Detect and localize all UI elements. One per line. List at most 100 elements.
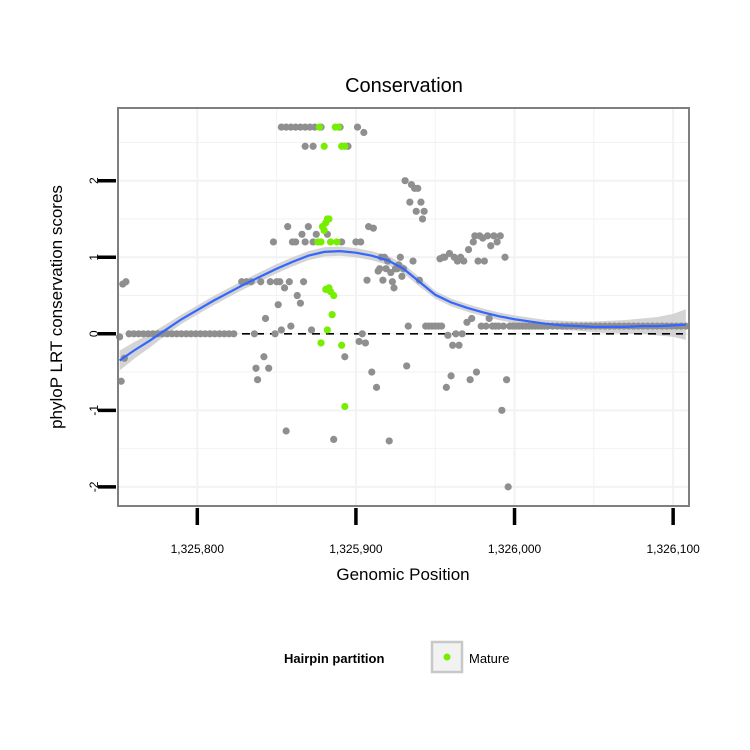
point-other <box>260 353 268 361</box>
point-other <box>487 242 495 250</box>
point-other <box>390 284 398 292</box>
point-other <box>449 341 457 349</box>
point-mature <box>325 215 333 223</box>
y-axis: -2 -1 0 1 2 <box>87 177 116 492</box>
x-axis: 1,325,800 1,325,900 1,326,000 1,326,100 <box>171 508 700 556</box>
point-other <box>301 142 309 150</box>
point-mature <box>326 238 335 246</box>
point-other <box>330 435 338 444</box>
x-axis-title: Genomic Position <box>336 565 469 584</box>
x-tick-label: 1,325,900 <box>329 542 383 556</box>
point-other <box>250 330 259 338</box>
point-mature <box>341 142 349 150</box>
point-other <box>480 257 488 265</box>
point-other <box>409 257 417 265</box>
point-other <box>504 483 512 491</box>
point-other <box>301 238 309 246</box>
point-other <box>312 230 320 238</box>
y-axis-title: phyloP LRT conservation scores <box>47 185 66 429</box>
point-other <box>485 314 493 323</box>
point-mature <box>338 341 346 349</box>
legend-label-mature: Mature <box>469 651 509 666</box>
point-other <box>299 278 308 286</box>
y-tick-label: -2 <box>87 481 101 492</box>
point-other <box>403 362 411 370</box>
point-other <box>230 330 238 338</box>
point-other <box>287 322 295 330</box>
point-other <box>253 376 262 384</box>
point-other <box>355 337 363 346</box>
point-other <box>398 272 406 280</box>
point-other <box>277 326 285 334</box>
point-other <box>474 257 482 265</box>
point-other <box>357 238 365 246</box>
point-other <box>501 253 509 261</box>
point-other <box>444 331 452 339</box>
chart-title: Conservation <box>345 75 463 97</box>
y-tick-label: -1 <box>87 405 101 416</box>
point-other <box>502 376 511 384</box>
point-other <box>261 314 270 323</box>
point-other <box>284 223 292 231</box>
point-other <box>360 128 368 137</box>
point-other <box>483 232 492 240</box>
x-tick-label: 1,325,800 <box>171 542 225 556</box>
legend: Hairpin partition Mature <box>284 640 509 674</box>
point-other <box>280 284 289 292</box>
y-tick-label: 2 <box>87 177 101 184</box>
point-other <box>293 291 301 300</box>
point-mature <box>317 339 325 347</box>
point-other <box>499 322 508 330</box>
y-tick-label: 0 <box>87 330 101 337</box>
point-other <box>496 232 504 240</box>
point-other <box>490 232 498 240</box>
point-other <box>269 238 278 246</box>
point-other <box>296 299 305 307</box>
point-other <box>117 377 125 385</box>
point-other <box>482 322 490 330</box>
point-other <box>406 198 414 206</box>
point-other <box>252 364 260 372</box>
confidence-ribbon <box>119 246 686 371</box>
point-other <box>412 207 420 215</box>
point-other <box>307 326 316 334</box>
point-other <box>285 278 293 286</box>
point-other <box>361 339 370 347</box>
point-other <box>363 276 371 284</box>
legend-title: Hairpin partition <box>284 651 384 666</box>
confidence-band <box>119 246 686 371</box>
point-other <box>271 330 279 338</box>
point-other <box>385 437 393 445</box>
point-other <box>464 245 473 254</box>
point-other <box>404 322 412 330</box>
point-other <box>466 376 474 384</box>
smooth-line <box>118 250 686 362</box>
point-other <box>460 257 468 265</box>
x-tick-label: 1,326,100 <box>646 542 700 556</box>
point-other <box>396 253 404 261</box>
point-other <box>437 322 446 330</box>
point-other <box>452 330 460 338</box>
point-other <box>309 142 317 150</box>
point-mature <box>330 291 338 300</box>
point-other <box>341 353 349 361</box>
point-other <box>368 368 376 376</box>
smooth-fit <box>118 250 686 362</box>
point-mature <box>341 402 349 411</box>
point-other <box>122 278 130 286</box>
point-mature <box>315 123 324 131</box>
point-mature <box>328 311 336 319</box>
point-other <box>292 238 300 246</box>
point-other <box>493 238 501 246</box>
point-other <box>414 184 422 192</box>
point-other <box>418 215 427 223</box>
point-mature <box>333 238 341 246</box>
point-other <box>455 341 463 349</box>
point-other <box>376 265 384 273</box>
point-other <box>372 383 381 391</box>
point-other <box>353 123 362 131</box>
point-other <box>469 238 477 246</box>
legend-mature-point <box>443 653 451 661</box>
point-other <box>468 314 476 323</box>
